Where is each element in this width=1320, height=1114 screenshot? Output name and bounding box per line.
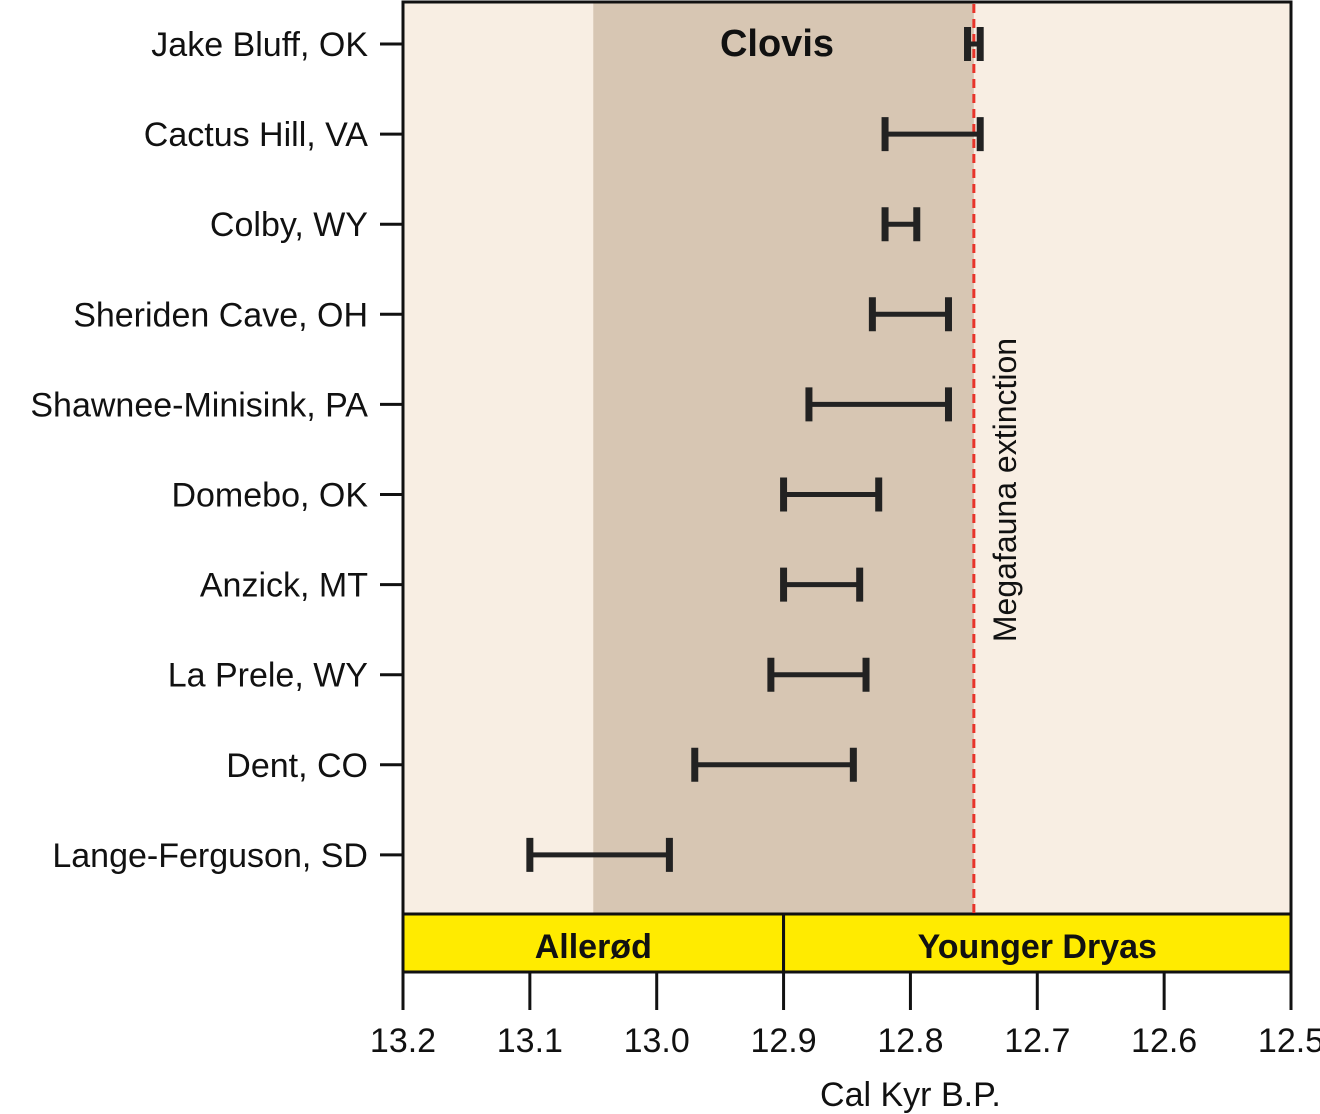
site-label: Colby, WY [210,206,368,244]
period-segment [401,912,786,974]
x-tick-label: 13.2 [370,1022,436,1060]
chart-title: Clovis [720,23,834,65]
site-label: Jake Bluff, OK [151,26,368,64]
x-tick-label: 12.5 [1258,1022,1320,1060]
x-tick-label: 13.1 [497,1022,563,1060]
site-label: La Prele, WY [168,657,368,695]
x-axis-title: Cal Kyr B.P. [820,1076,1001,1114]
site-label: Shawnee-Minisink, PA [30,386,368,424]
clovis-band [593,2,974,914]
period-label: Younger Dryas [918,928,1157,966]
x-tick-label: 12.7 [1004,1022,1070,1060]
site-label: Dent, CO [226,747,368,785]
x-tick-label: 12.9 [750,1022,816,1060]
period-label: Allerød [535,928,652,966]
x-tick-label: 13.0 [624,1022,690,1060]
site-label: Lange-Ferguson, SD [52,837,368,875]
site-label: Cactus Hill, VA [144,116,369,154]
extinction-label: Megafauna extinction [987,338,1023,642]
site-label: Sheriden Cave, OH [73,296,368,334]
site-label: Anzick, MT [200,567,368,605]
x-tick-label: 12.8 [877,1022,943,1060]
x-tick-label: 12.6 [1131,1022,1197,1060]
site-label: Domebo, OK [171,477,368,515]
